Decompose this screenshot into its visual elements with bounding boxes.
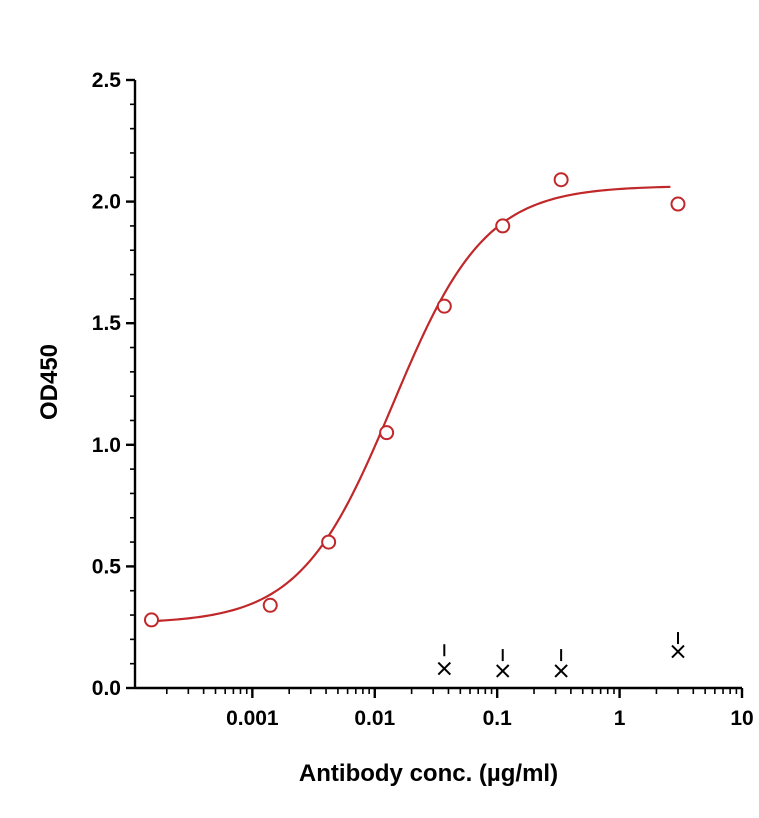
x-axis-title: Antibody conc. (µg/ml) bbox=[299, 760, 558, 787]
fit-curve bbox=[151, 185, 671, 623]
data-point bbox=[495, 218, 511, 234]
x-tick-label: 0.01 bbox=[354, 707, 395, 730]
data-point bbox=[262, 597, 278, 613]
data-point bbox=[436, 298, 452, 314]
y-tick-label: 2.0 bbox=[92, 191, 121, 214]
data-point bbox=[670, 196, 686, 212]
y-axis-title: OD450 bbox=[36, 344, 63, 420]
y-tick-label: 0.5 bbox=[92, 555, 122, 578]
data-point-x bbox=[437, 661, 452, 676]
data-point-x bbox=[496, 664, 510, 678]
data-point bbox=[143, 612, 159, 628]
data-point-x bbox=[671, 644, 685, 659]
data-point-x bbox=[554, 664, 568, 678]
x-ticks: 0.001 0.01 0.1 1 10 bbox=[165, 688, 754, 730]
x-tick-label: 0.001 bbox=[226, 707, 279, 730]
axes bbox=[133, 80, 742, 690]
x-tick-label: 0.1 bbox=[483, 707, 513, 730]
x-tick-label: 1 bbox=[614, 707, 626, 730]
y-tick-label: 0.0 bbox=[92, 677, 121, 700]
y-tick-label: 1.5 bbox=[92, 312, 122, 335]
data-point bbox=[379, 425, 395, 441]
y-tick-label: 2.5 bbox=[92, 69, 122, 92]
y-tick-label: 1.0 bbox=[92, 434, 121, 457]
data-point bbox=[321, 534, 337, 550]
plot-layer bbox=[143, 172, 686, 678]
x-tick-label: 10 bbox=[730, 707, 753, 730]
y-ticks: 0.0 0.5 1.0 1.5 2.0 2.5 bbox=[92, 69, 135, 700]
data-point bbox=[553, 172, 569, 188]
